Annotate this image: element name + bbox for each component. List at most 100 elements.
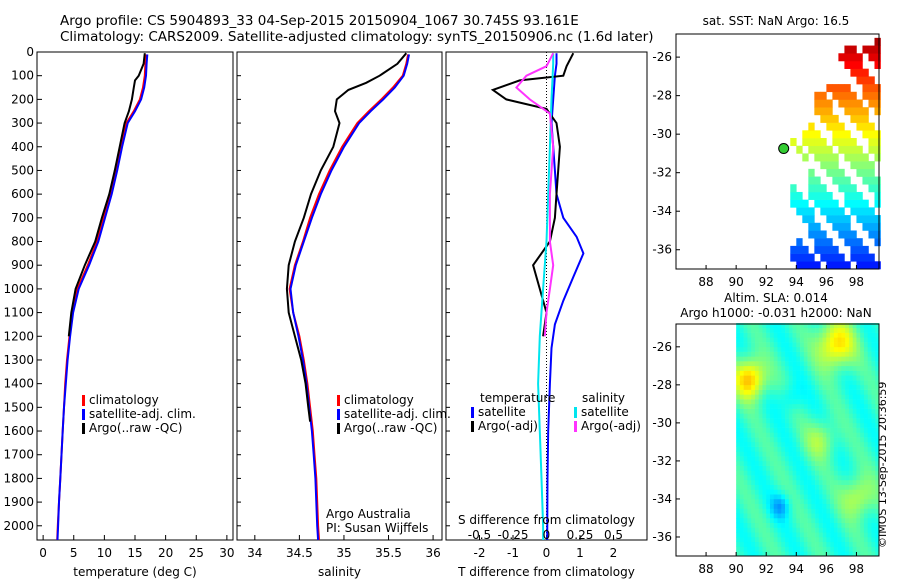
- temp-ytick-label-17: 1700: [3, 448, 34, 462]
- diff-s-xlabel: S difference from climatology: [458, 513, 635, 527]
- sla-map-title-line1: Altim. SLA: 0.014: [724, 291, 828, 305]
- sla-map-ytick-label-3: -32: [652, 454, 672, 468]
- sst-map-frame: [675, 33, 880, 270]
- diff-xtick-label-1: -1: [507, 546, 519, 560]
- diff-legend-header-sal: salinity: [582, 391, 625, 405]
- sal-legend-label-0: climatology: [344, 393, 414, 407]
- diff-s-legend-swatch-1: [574, 421, 577, 432]
- temp-ytick-label-11: 1100: [3, 306, 34, 320]
- diff-s-tick-label-0: -0.5: [468, 528, 491, 542]
- sal-xlabel: salinity: [318, 565, 361, 579]
- sst-map-ytick-label-2: -30: [652, 127, 672, 141]
- diff-xtick-label-4: 2: [610, 546, 618, 560]
- diff-xtick-label-0: -2: [474, 546, 486, 560]
- temp-ytick-label-16: 1600: [3, 424, 34, 438]
- sst-map-cells: [790, 37, 881, 270]
- diff-s-tick-label-2: 0: [543, 528, 551, 542]
- temp-legend-label-0: climatology: [89, 393, 159, 407]
- sst-map-ytick-label-1: -28: [652, 89, 672, 103]
- temp-ytick-label-7: 700: [11, 211, 34, 225]
- sst-map-xtick-label-0: 88: [698, 275, 713, 289]
- sal-xtick-label-2: 35: [336, 546, 351, 560]
- temp-ytick-label-20: 2000: [3, 519, 34, 533]
- temp-ytick-label-8: 800: [11, 235, 34, 249]
- temp-ytick-label-18: 1800: [3, 471, 34, 485]
- diff-t-legend-label-0: satellite: [478, 405, 526, 419]
- temp-xtick-label-6: 30: [219, 546, 234, 560]
- temp-xtick-label-3: 15: [127, 546, 142, 560]
- sla-map-xtick-label-1: 90: [729, 562, 744, 576]
- sst-map-xtick-label-4: 96: [819, 275, 834, 289]
- diff-t-legend-swatch-1: [471, 421, 474, 432]
- sal-series-0: [288, 54, 410, 541]
- sla-map-xtick-label-4: 96: [819, 562, 834, 576]
- sal-legend-swatch-2: [337, 423, 340, 434]
- temp-series-2: [67, 53, 146, 337]
- diff-xtick-label-3: 1: [576, 546, 584, 560]
- figure-title-line1: Argo profile: CS 5904893_33 04-Sep-2015 …: [60, 13, 579, 29]
- diff-xtick-label-2: 0: [543, 546, 551, 560]
- temp-legend-swatch-0: [82, 395, 85, 406]
- temp-xtick-label-0: 0: [39, 546, 47, 560]
- temp-ytick-label-9: 900: [11, 258, 34, 272]
- temp-ytick-label-4: 400: [11, 140, 34, 154]
- sal-legend-swatch-0: [337, 395, 340, 406]
- sst-map-xtick-label-2: 92: [759, 275, 774, 289]
- sla-map-cells: [736, 323, 880, 557]
- credit-line1: Argo Australia: [326, 507, 411, 521]
- diff-t-xlabel: T difference from climatology: [457, 565, 635, 579]
- temp-ytick-label-2: 200: [11, 92, 34, 106]
- temp-xtick-label-5: 25: [189, 546, 204, 560]
- sal-xtick-label-3: 35.5: [375, 546, 402, 560]
- sla-map-ytick-label-2: -30: [652, 416, 672, 430]
- sla-map-frame: [675, 323, 880, 557]
- sal-series-1: [289, 54, 410, 541]
- sal-frame: [236, 51, 443, 541]
- temp-xtick-label-4: 20: [158, 546, 173, 560]
- sst-map-ytick-label-3: -32: [652, 166, 672, 180]
- sst-map-ytick-label-4: -34: [652, 204, 672, 218]
- diff-s-tick-label-4: 0.5: [604, 528, 623, 542]
- sal-legend-label-1: satellite-adj. clim.: [344, 407, 451, 421]
- temp-frame: [36, 51, 234, 541]
- diff-t-legend-label-1: Argo(-adj): [478, 419, 538, 433]
- argo-location-marker: [778, 143, 790, 155]
- sal-series-2: [285, 52, 408, 422]
- temp-ytick-label-15: 1500: [3, 400, 34, 414]
- diff-series-1: [490, 52, 575, 337]
- sla-map-ytick-label-4: -34: [652, 492, 672, 506]
- temp-xlabel: temperature (deg C): [73, 565, 196, 579]
- diff-s-tick-label-1: -0.25: [497, 528, 528, 542]
- sla-map-xtick-label-0: 88: [698, 562, 713, 576]
- sla-map-ytick-label-1: -28: [652, 378, 672, 392]
- diff-series-3: [515, 52, 555, 337]
- sst-map-title: sat. SST: NaN Argo: 16.5: [703, 14, 850, 28]
- sst-map-ytick-label-5: -36: [652, 243, 672, 257]
- temp-ytick-label-19: 1900: [3, 495, 34, 509]
- sla-map-xtick-label-2: 92: [759, 562, 774, 576]
- sla-map-xtick-label-5: 98: [849, 562, 864, 576]
- sla-map-title-line2: Argo h1000: -0.031 h2000: NaN: [680, 306, 872, 320]
- sla-map-ytick-label-5: -36: [652, 530, 672, 544]
- diff-s-tick-label-3: 0.25: [567, 528, 594, 542]
- sal-xtick-label-0: 34: [247, 546, 262, 560]
- diff-s-legend-swatch-0: [574, 407, 577, 418]
- diff-s-legend-label-1: Argo(-adj): [581, 419, 641, 433]
- temp-legend-swatch-2: [82, 423, 85, 434]
- sst-map-ytick-label-0: -26: [652, 50, 672, 64]
- temp-ytick-label-14: 1400: [3, 377, 34, 391]
- sst-map-xtick-label-5: 98: [849, 275, 864, 289]
- temp-ytick-label-10: 1000: [3, 282, 34, 296]
- temp-xtick-label-1: 5: [70, 546, 78, 560]
- sst-map-xtick-label-1: 90: [729, 275, 744, 289]
- diff-series-0: [546, 53, 585, 541]
- sst-map-xtick-label-3: 94: [789, 275, 804, 289]
- temp-legend-swatch-1: [82, 409, 85, 420]
- sal-legend-label-2: Argo(..raw -QC): [344, 421, 437, 435]
- sla-map-ytick-label-0: -26: [652, 340, 672, 354]
- temp-ytick-label-3: 300: [11, 116, 34, 130]
- diff-t-legend-swatch-0: [471, 407, 474, 418]
- figure-title-line2: Climatology: CARS2009. Satellite-adjuste…: [60, 29, 654, 45]
- diff-series-2: [537, 53, 555, 540]
